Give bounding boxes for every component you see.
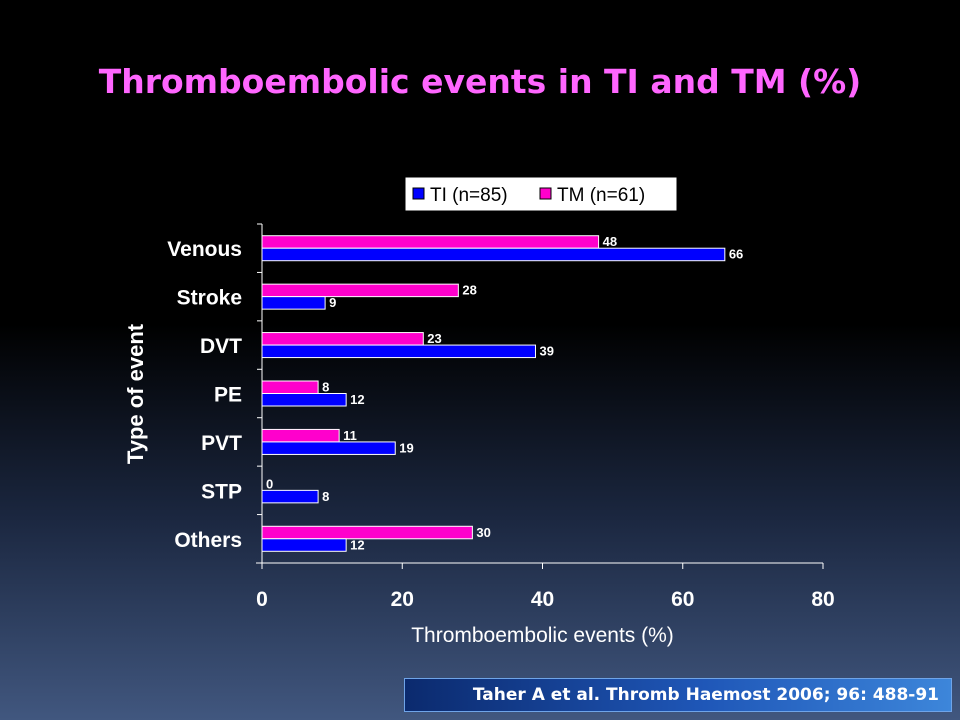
data-label: 28 — [462, 283, 476, 298]
y-category-label: STP — [201, 480, 242, 503]
x-tick-label: 20 — [391, 588, 414, 611]
data-label: 8 — [322, 380, 329, 395]
y-category-label: PE — [214, 384, 242, 407]
x-tick-label: 0 — [256, 588, 268, 611]
legend-swatch-tm — [539, 187, 552, 200]
bar-tm — [261, 235, 600, 249]
bar-tm — [261, 332, 424, 346]
legend-label-tm: TM (n=61) — [557, 185, 645, 206]
data-label: 30 — [476, 525, 490, 540]
y-category-label: Stroke — [177, 287, 242, 310]
bar-ti — [261, 538, 347, 552]
data-label: 66 — [729, 247, 743, 262]
data-label: 8 — [322, 489, 329, 504]
citation-box: Taher A et al. Thromb Haemost 2006; 96: … — [404, 678, 952, 712]
legend-label-ti: TI (n=85) — [430, 185, 508, 206]
data-label: 12 — [350, 537, 364, 552]
y-category-label: Venous — [167, 238, 242, 261]
bar-ti — [261, 441, 396, 455]
x-axis-title: Thromboembolic events (%) — [411, 624, 674, 647]
data-label: 19 — [399, 440, 413, 455]
x-tick-label: 60 — [671, 588, 694, 611]
data-label: 23 — [427, 331, 441, 346]
y-axis-title: Type of event — [123, 323, 148, 464]
data-label: 12 — [350, 392, 364, 407]
bar-ti — [261, 393, 347, 407]
x-tick-label: 80 — [811, 588, 834, 611]
y-category-label: Others — [174, 529, 242, 552]
citation-text: Taher A et al. Thromb Haemost 2006; 96: … — [472, 685, 939, 705]
bar-ti — [261, 247, 726, 262]
data-label: 11 — [343, 428, 357, 443]
data-label: 9 — [329, 295, 336, 310]
slide-title: Thromboembolic events in TI and TM (%) — [98, 62, 862, 101]
bar-tm — [261, 283, 459, 298]
legend-swatch-ti — [412, 187, 425, 200]
y-category-label: PVT — [201, 432, 242, 455]
y-category-label: DVT — [200, 335, 242, 358]
bar-ti — [261, 489, 319, 504]
data-label: 0 — [266, 476, 273, 491]
bar-ti — [261, 344, 536, 359]
data-label: 48 — [603, 234, 617, 249]
bar-ti — [261, 296, 326, 310]
bar-tm — [261, 380, 319, 394]
data-label: 39 — [539, 344, 553, 359]
x-tick-label: 40 — [531, 588, 554, 611]
bar-tm — [261, 428, 340, 443]
bar-tm — [261, 525, 473, 540]
